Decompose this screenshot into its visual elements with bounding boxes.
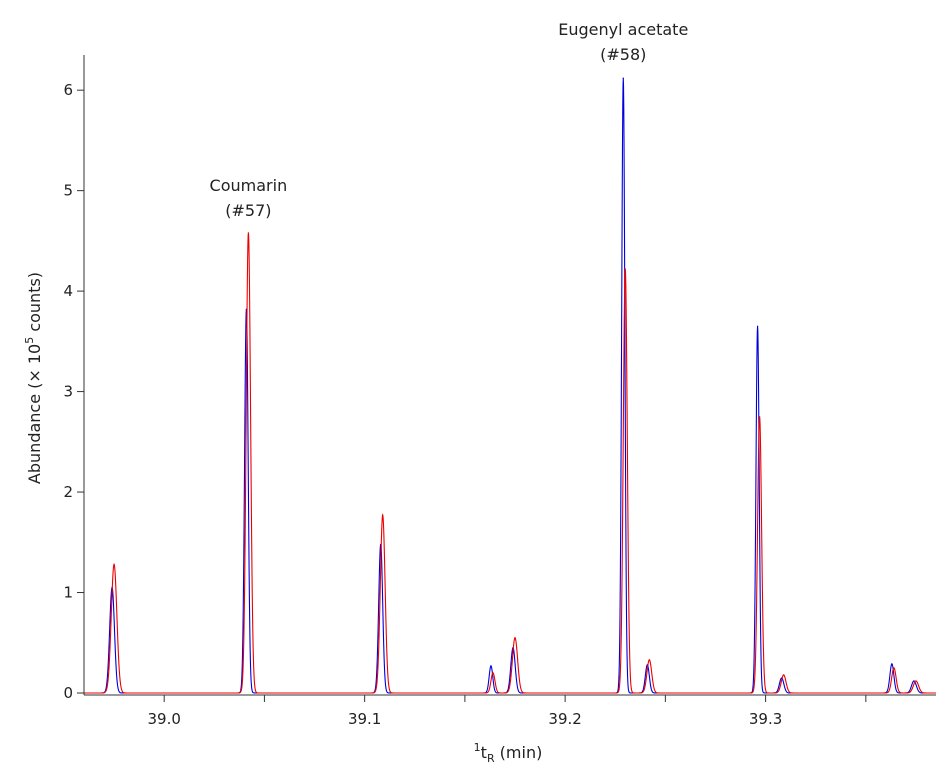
annotation-1-line-1: Coumarin <box>210 176 288 195</box>
series-2-peak-6 <box>624 268 626 270</box>
series-2 <box>84 232 936 694</box>
series-1 <box>84 77 936 694</box>
y-tick-label-4: 4 <box>63 282 73 300</box>
series-2-peak-7 <box>648 659 650 661</box>
y-tick-label-5: 5 <box>63 182 73 200</box>
series-2-peak-8 <box>758 416 761 418</box>
series-2-peak-4 <box>492 672 494 674</box>
series-2-peak-1 <box>113 563 115 565</box>
annotation-1-line-2: (#57) <box>225 201 271 220</box>
x-axis-title-sup: 1 <box>474 741 481 754</box>
y-tick-label-2: 2 <box>63 483 73 501</box>
series-2-line <box>84 232 936 694</box>
x-axis-title: 1tR (min) <box>474 741 543 765</box>
axes: 39.0 39.1 39.2 39.3 0 1 2 3 4 5 6 <box>63 55 936 728</box>
x-axis-title-base: t <box>481 743 487 762</box>
plot-area <box>84 77 936 694</box>
series-1-peak-8 <box>756 325 759 327</box>
y-axis-title-suffix: counts) <box>25 272 44 337</box>
y-tick-label-1: 1 <box>63 584 73 602</box>
y-tick-label-6: 6 <box>63 81 73 99</box>
x-axis-title-sub: R <box>487 752 495 765</box>
series-2-peak-3 <box>382 514 384 516</box>
series-2-peak-10 <box>893 667 895 669</box>
x-tick-label-3: 39.3 <box>749 710 782 728</box>
y-axis-title: Abundance (× 105 counts) <box>23 272 44 484</box>
peak-annotations: Coumarin (#57) Eugenyl acetate (#58) <box>210 20 689 220</box>
series-2-peak-9 <box>783 674 785 676</box>
x-axis-title-unit: (min) <box>495 743 543 762</box>
series-1-line <box>84 78 936 694</box>
x-tick-label-0: 39.0 <box>147 710 180 728</box>
annotation-2-line-2: (#58) <box>600 45 646 64</box>
series-1-peak-11 <box>913 680 915 682</box>
series-2-peak-2 <box>247 232 249 234</box>
series-2-peak-11 <box>915 680 917 682</box>
y-axis-title-prefix: Abundance (× 10 <box>25 344 44 484</box>
series-2-peak-5 <box>514 637 516 639</box>
y-tick-label-3: 3 <box>63 383 73 401</box>
x-tick-label-1: 39.1 <box>348 710 381 728</box>
annotation-2-line-1: Eugenyl acetate <box>558 20 688 39</box>
y-axis-title-sup: 5 <box>23 337 36 344</box>
y-tick-label-0: 0 <box>63 684 73 702</box>
x-tick-label-2: 39.2 <box>548 710 581 728</box>
series-1-peak-6 <box>622 77 624 79</box>
series-1-peak-4 <box>490 665 492 667</box>
series-1-peak-10 <box>891 663 893 665</box>
